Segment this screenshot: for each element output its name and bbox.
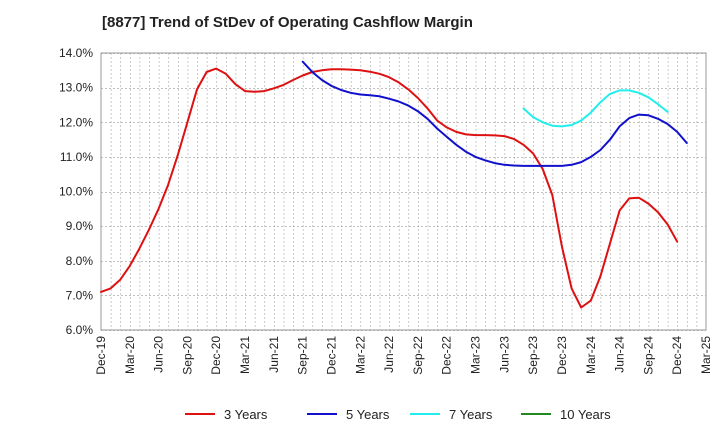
y-tick-label: 6.0%	[66, 323, 94, 337]
series-line-7-years	[522, 89, 669, 128]
series-lines	[100, 60, 688, 309]
legend-label: 3 Years	[224, 407, 268, 422]
x-tick-label: Jun-22	[382, 336, 396, 373]
y-tick-label: 11.0%	[60, 150, 93, 164]
series-line-5-years	[301, 60, 688, 167]
x-tick-label: Dec-24	[670, 336, 684, 375]
x-tick-label: Mar-22	[353, 336, 367, 374]
x-tick-label: Mar-23	[469, 336, 483, 374]
x-tick-label: Mar-20	[123, 336, 137, 374]
x-tick-label: Mar-25	[699, 336, 713, 374]
x-tick-label: Jun-21	[267, 336, 281, 373]
plot-border	[100, 52, 707, 331]
y-tick-label: 14.0%	[59, 46, 93, 60]
legend: 3 Years 5 Years 7 Years 10 Years	[185, 407, 611, 422]
x-tick-label: Jun-20	[152, 336, 166, 373]
legend-label: 10 Years	[560, 407, 611, 422]
y-tick-label: 9.0%	[66, 219, 94, 233]
y-tick-label: 12.0%	[59, 115, 93, 129]
x-axis-ticks: Dec-19 Mar-20 Jun-20 Sep-20 Dec-20 Mar-21 Jun-…	[94, 336, 713, 375]
y-tick-label: 13.0%	[59, 81, 93, 95]
x-tick-label: Dec-19	[94, 336, 108, 375]
x-tick-label: Sep-24	[641, 336, 655, 375]
series-line-3-years	[100, 67, 679, 309]
x-tick-label: Jun-24	[613, 336, 627, 373]
x-tick-label: Dec-21	[324, 336, 338, 375]
y-axis-ticks: 6.0% 7.0% 8.0% 9.0% 10.0% 11.0% 12.0% 13.0% 14.0…	[59, 46, 93, 337]
chart-title: [8877] Trend of StDev of Operating Cashf…	[102, 14, 473, 31]
x-tick-label: Mar-24	[584, 336, 598, 374]
x-tick-label: Sep-21	[296, 336, 310, 375]
x-tick-label: Dec-23	[555, 336, 569, 375]
x-tick-label: Jun-23	[497, 336, 511, 373]
x-tick-label: Sep-22	[411, 336, 425, 375]
legend-label: 5 Years	[346, 407, 390, 422]
x-tick-label: Sep-20	[180, 336, 194, 375]
y-tick-label: 10.0%	[59, 185, 93, 199]
x-tick-label: Mar-21	[238, 336, 252, 374]
x-tick-label: Dec-20	[209, 336, 223, 375]
y-tick-label: 7.0%	[66, 288, 94, 302]
y-tick-label: 8.0%	[66, 254, 94, 268]
x-tick-label: Dec-22	[440, 336, 454, 375]
x-tick-label: Sep-23	[526, 336, 540, 375]
plot-area	[101, 53, 706, 330]
legend-label: 7 Years	[449, 407, 493, 422]
